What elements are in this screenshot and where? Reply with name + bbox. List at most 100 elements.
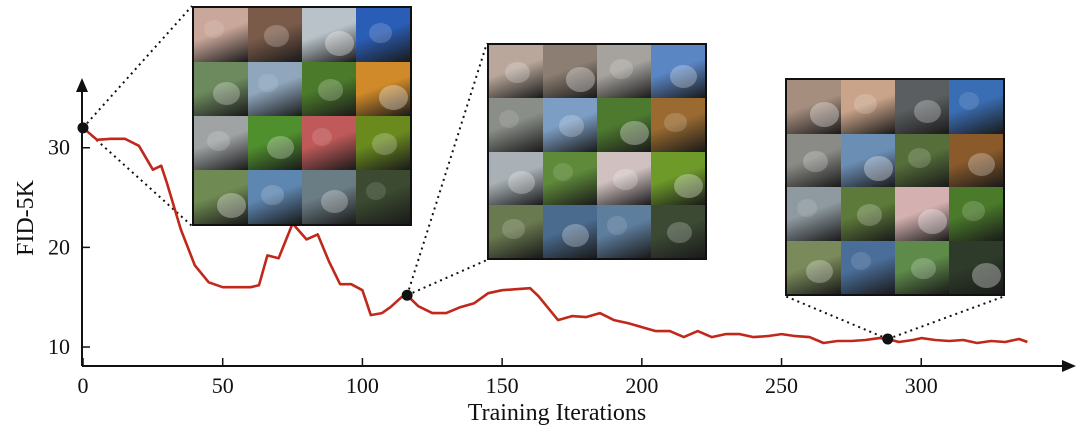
- sample-image: [895, 240, 949, 294]
- x-tick-label: 150: [486, 373, 519, 398]
- y-tick-label: 30: [48, 135, 70, 160]
- sample-image: [597, 45, 651, 99]
- sample-image-subject: [670, 64, 698, 88]
- sample-image: [787, 187, 841, 241]
- sample-image-subject: [203, 19, 225, 39]
- x-tick-label: 200: [625, 373, 658, 398]
- x-tick-label: 100: [346, 373, 379, 398]
- highlight-point: [882, 333, 894, 345]
- sample-image-subject: [324, 30, 354, 56]
- sample-image-subject: [257, 73, 279, 93]
- sample-image: [356, 170, 410, 224]
- sample-image: [841, 187, 895, 241]
- sample-image: [489, 45, 543, 99]
- sample-image-subject: [850, 252, 872, 271]
- sample-image-subject: [673, 173, 703, 199]
- sample-image: [651, 45, 705, 99]
- y-tick-label: 10: [48, 334, 70, 359]
- sample-image: [787, 133, 841, 187]
- sample-image: [651, 151, 705, 205]
- y-axis-arrow: [76, 78, 88, 92]
- sample-image-subject: [206, 130, 230, 151]
- sample-image-subject: [565, 67, 595, 92]
- y-tick-label: 20: [48, 234, 70, 259]
- sample-image-subject: [318, 79, 344, 101]
- sample-image-subject: [968, 153, 996, 177]
- sample-image-subject: [501, 219, 525, 239]
- sample-image: [543, 45, 597, 99]
- sample-image: [841, 240, 895, 294]
- sample-image-subject: [606, 216, 628, 235]
- sample-image-subject: [619, 120, 649, 146]
- sample-image: [949, 240, 1003, 294]
- sample-image-subject: [213, 81, 241, 106]
- sample-image-subject: [863, 155, 893, 181]
- sample-image-subject: [914, 99, 942, 123]
- highlight-point: [77, 122, 89, 134]
- sample-image-subject: [559, 115, 585, 137]
- sample-image-subject: [372, 133, 398, 155]
- sample-image-subject: [907, 147, 931, 168]
- zoom-connector: [887, 295, 1006, 340]
- sample-image-subject: [917, 209, 947, 235]
- sample-image: [356, 8, 410, 62]
- sample-image: [949, 187, 1003, 241]
- sample-image-subject: [505, 62, 531, 84]
- sample-image: [787, 240, 841, 294]
- sample-image: [194, 62, 248, 116]
- sample-image: [841, 80, 895, 134]
- sample-image-subject: [971, 262, 1001, 288]
- sample-image: [597, 204, 651, 258]
- sample-image: [489, 204, 543, 258]
- sample-image-subject: [311, 127, 333, 147]
- zoom-connector: [406, 259, 488, 297]
- sample-image: [597, 98, 651, 152]
- sample-image: [895, 133, 949, 187]
- sample-image-subject: [663, 112, 687, 133]
- zoom-connector: [784, 295, 889, 340]
- sample-image-subject: [609, 59, 633, 80]
- sample-grid-iter-0: [192, 6, 412, 226]
- zoom-connector: [406, 42, 488, 296]
- sample-image: [248, 62, 302, 116]
- sample-image: [949, 133, 1003, 187]
- sample-image: [787, 80, 841, 134]
- sample-image-subject: [321, 189, 349, 214]
- sample-image: [302, 62, 356, 116]
- sample-image: [841, 133, 895, 187]
- sample-image: [895, 187, 949, 241]
- sample-image-subject: [378, 84, 408, 110]
- sample-image-subject: [809, 102, 839, 128]
- series-line: [82, 126, 1028, 345]
- sample-image: [194, 116, 248, 170]
- x-tick-label: 0: [78, 373, 89, 398]
- y-axis-title: FID-5K: [13, 179, 39, 256]
- sample-image: [543, 151, 597, 205]
- sample-image: [302, 116, 356, 170]
- sample-image-subject: [508, 171, 536, 195]
- sample-image: [543, 98, 597, 152]
- sample-image-subject: [552, 163, 574, 182]
- sample-image: [489, 98, 543, 152]
- sample-image: [949, 80, 1003, 134]
- sample-image: [302, 8, 356, 62]
- sample-image-subject: [216, 192, 246, 218]
- sample-image: [248, 170, 302, 224]
- sample-grid-iter-288: [785, 78, 1005, 296]
- sample-image: [194, 8, 248, 62]
- sample-image-subject: [260, 184, 284, 205]
- axes: 0 50 100 150 200 250 300 10 20 30: [48, 78, 1076, 398]
- zoom-connector: [82, 127, 193, 227]
- highlighted-points: [77, 122, 894, 345]
- sample-image: [194, 170, 248, 224]
- sample-image: [651, 204, 705, 258]
- sample-image-subject: [498, 109, 520, 129]
- sample-image: [651, 98, 705, 152]
- zoom-connector: [82, 5, 193, 129]
- sample-image-subject: [961, 201, 985, 222]
- sample-image-subject: [264, 25, 290, 47]
- sample-image: [489, 151, 543, 205]
- zoom-connectors: [82, 5, 1006, 340]
- x-axis-arrow: [1062, 360, 1076, 372]
